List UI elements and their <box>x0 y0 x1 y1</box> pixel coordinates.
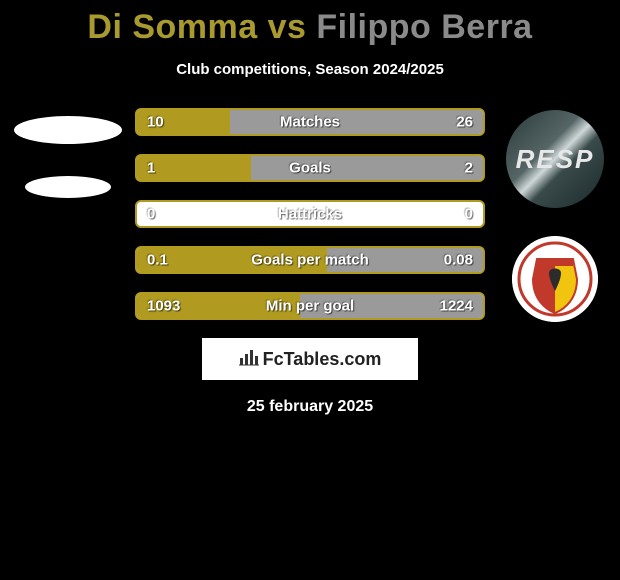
stat-label: Hattricks <box>278 206 342 223</box>
stat-row: 0.1 0.08 Goals per match <box>135 246 485 274</box>
branding-box: FcTables.com <box>202 338 418 380</box>
bar-fill-right <box>251 156 483 180</box>
club-left-logo <box>25 176 111 198</box>
stat-label: Matches <box>280 114 340 131</box>
page-title: Di Somma vs Filippo Berra <box>0 0 620 47</box>
stat-right-value: 1224 <box>440 298 473 315</box>
stat-right-value: 0 <box>465 206 473 223</box>
chart-bars-icon <box>239 348 259 371</box>
stat-label: Min per goal <box>266 298 354 315</box>
stat-left-value: 0.1 <box>147 252 168 269</box>
bar-fill-right <box>230 110 483 134</box>
player-right-badge-text: RESP <box>516 144 595 175</box>
stat-row: 1093 1224 Min per goal <box>135 292 485 320</box>
stat-right-value: 0.08 <box>444 252 473 269</box>
stat-label: Goals <box>289 160 331 177</box>
stat-bars: 10 26 Matches 1 2 Goals 0 0 Hattricks 0.1 0.08 Goal… <box>135 108 485 320</box>
branding-text: FcTables.com <box>263 349 382 370</box>
stat-row: 1 2 Goals <box>135 154 485 182</box>
title-vs: vs <box>258 8 317 46</box>
stat-left-value: 10 <box>147 114 164 131</box>
club-right-logo <box>512 236 598 322</box>
stat-row: 0 0 Hattricks <box>135 200 485 228</box>
stat-row: 10 26 Matches <box>135 108 485 136</box>
date-text: 25 february 2025 <box>0 398 620 416</box>
comparison-content: RESP 10 26 Matches 1 2 Goals 0 0 Hattricks 0.1 0.0… <box>0 108 620 320</box>
stat-label: Goals per match <box>251 252 369 269</box>
subtitle: Club competitions, Season 2024/2025 <box>0 61 620 78</box>
stat-left-value: 0 <box>147 206 155 223</box>
stat-left-value: 1093 <box>147 298 180 315</box>
stat-right-value: 26 <box>456 114 473 131</box>
title-right: Filippo Berra <box>316 8 532 46</box>
player-left-avatar <box>14 116 122 144</box>
right-avatar-column: RESP <box>490 108 620 322</box>
stat-left-value: 1 <box>147 160 155 177</box>
player-right-avatar: RESP <box>506 110 604 208</box>
stat-right-value: 2 <box>465 160 473 177</box>
left-avatar-column <box>0 108 135 198</box>
title-left: Di Somma <box>87 8 257 46</box>
